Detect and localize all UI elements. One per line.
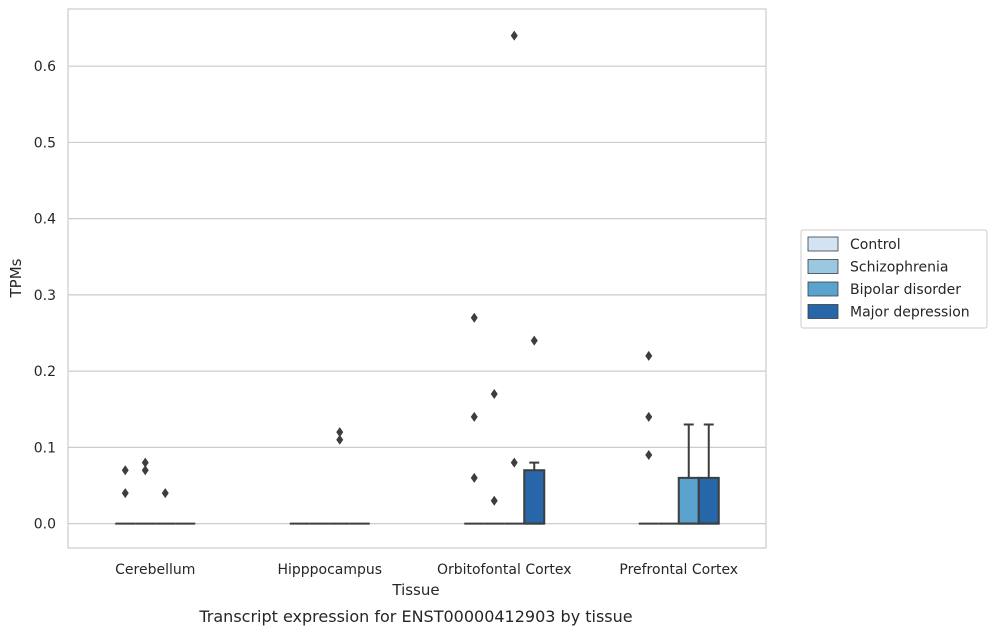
legend-frame — [800, 229, 988, 329]
legend-label: Schizophrenia — [850, 260, 948, 276]
outlier-point — [645, 411, 653, 422]
legend-swatch — [807, 259, 839, 274]
box — [523, 469, 546, 525]
outlier-point — [470, 472, 478, 483]
y-tick-label: 0.1 — [34, 440, 56, 456]
outlier-point — [470, 411, 478, 422]
outlier-point — [336, 427, 344, 438]
outlier-point — [141, 457, 149, 468]
legend-label: Major depression — [850, 305, 970, 321]
legend: Control Schizophrenia Bipolar disorder Majo… — [800, 229, 988, 329]
y-tick-label: 0.4 — [34, 212, 56, 228]
y-axis-title: TPMs — [7, 258, 25, 298]
legend-swatch — [807, 304, 839, 319]
outlier-point — [161, 488, 169, 499]
outlier-point — [645, 449, 653, 460]
x-tick-label: Hipppocampus — [277, 562, 382, 578]
grid-lines — [68, 65, 766, 525]
box — [677, 476, 700, 525]
x-axis-ticks: Cerebellum Hipppocampus Orbitofontal Corte… — [115, 562, 738, 578]
plot-frame — [67, 8, 767, 549]
outlier-point — [121, 465, 129, 476]
y-tick-label: 0.5 — [34, 135, 56, 151]
x-tick-label: Prefrontal Cortex — [619, 562, 738, 578]
y-tick-label: 0.0 — [34, 517, 56, 533]
box — [697, 476, 720, 525]
outlier-point — [510, 457, 518, 468]
y-tick-label: 0.2 — [34, 364, 56, 380]
outlier-point — [141, 465, 149, 476]
outlier-point — [121, 488, 129, 499]
outlier-point — [510, 30, 518, 41]
legend-swatch — [807, 281, 839, 297]
outliers — [121, 30, 653, 506]
outlier-point — [490, 495, 498, 506]
chart-caption: Transcript expression for ENST0000041290… — [198, 607, 632, 626]
x-axis-title: Tissue — [391, 581, 439, 599]
legend-swatch — [807, 236, 839, 252]
y-tick-label: 0.3 — [34, 288, 56, 304]
x-tick-label: Orbitofontal Cortex — [437, 562, 572, 578]
x-tick-label: Cerebellum — [115, 562, 195, 578]
outlier-point — [645, 350, 653, 361]
y-tick-label: 0.6 — [34, 59, 56, 75]
outlier-point — [490, 389, 498, 399]
legend-label: Bipolar disorder — [850, 282, 961, 298]
boxes — [115, 423, 720, 525]
outlier-point — [530, 335, 538, 346]
y-axis-ticks: 0.0 0.1 0.2 0.3 0.4 0.5 0.6 — [34, 59, 56, 532]
legend-label: Control — [850, 237, 901, 253]
outlier-point — [336, 434, 344, 445]
outlier-point — [470, 312, 478, 323]
